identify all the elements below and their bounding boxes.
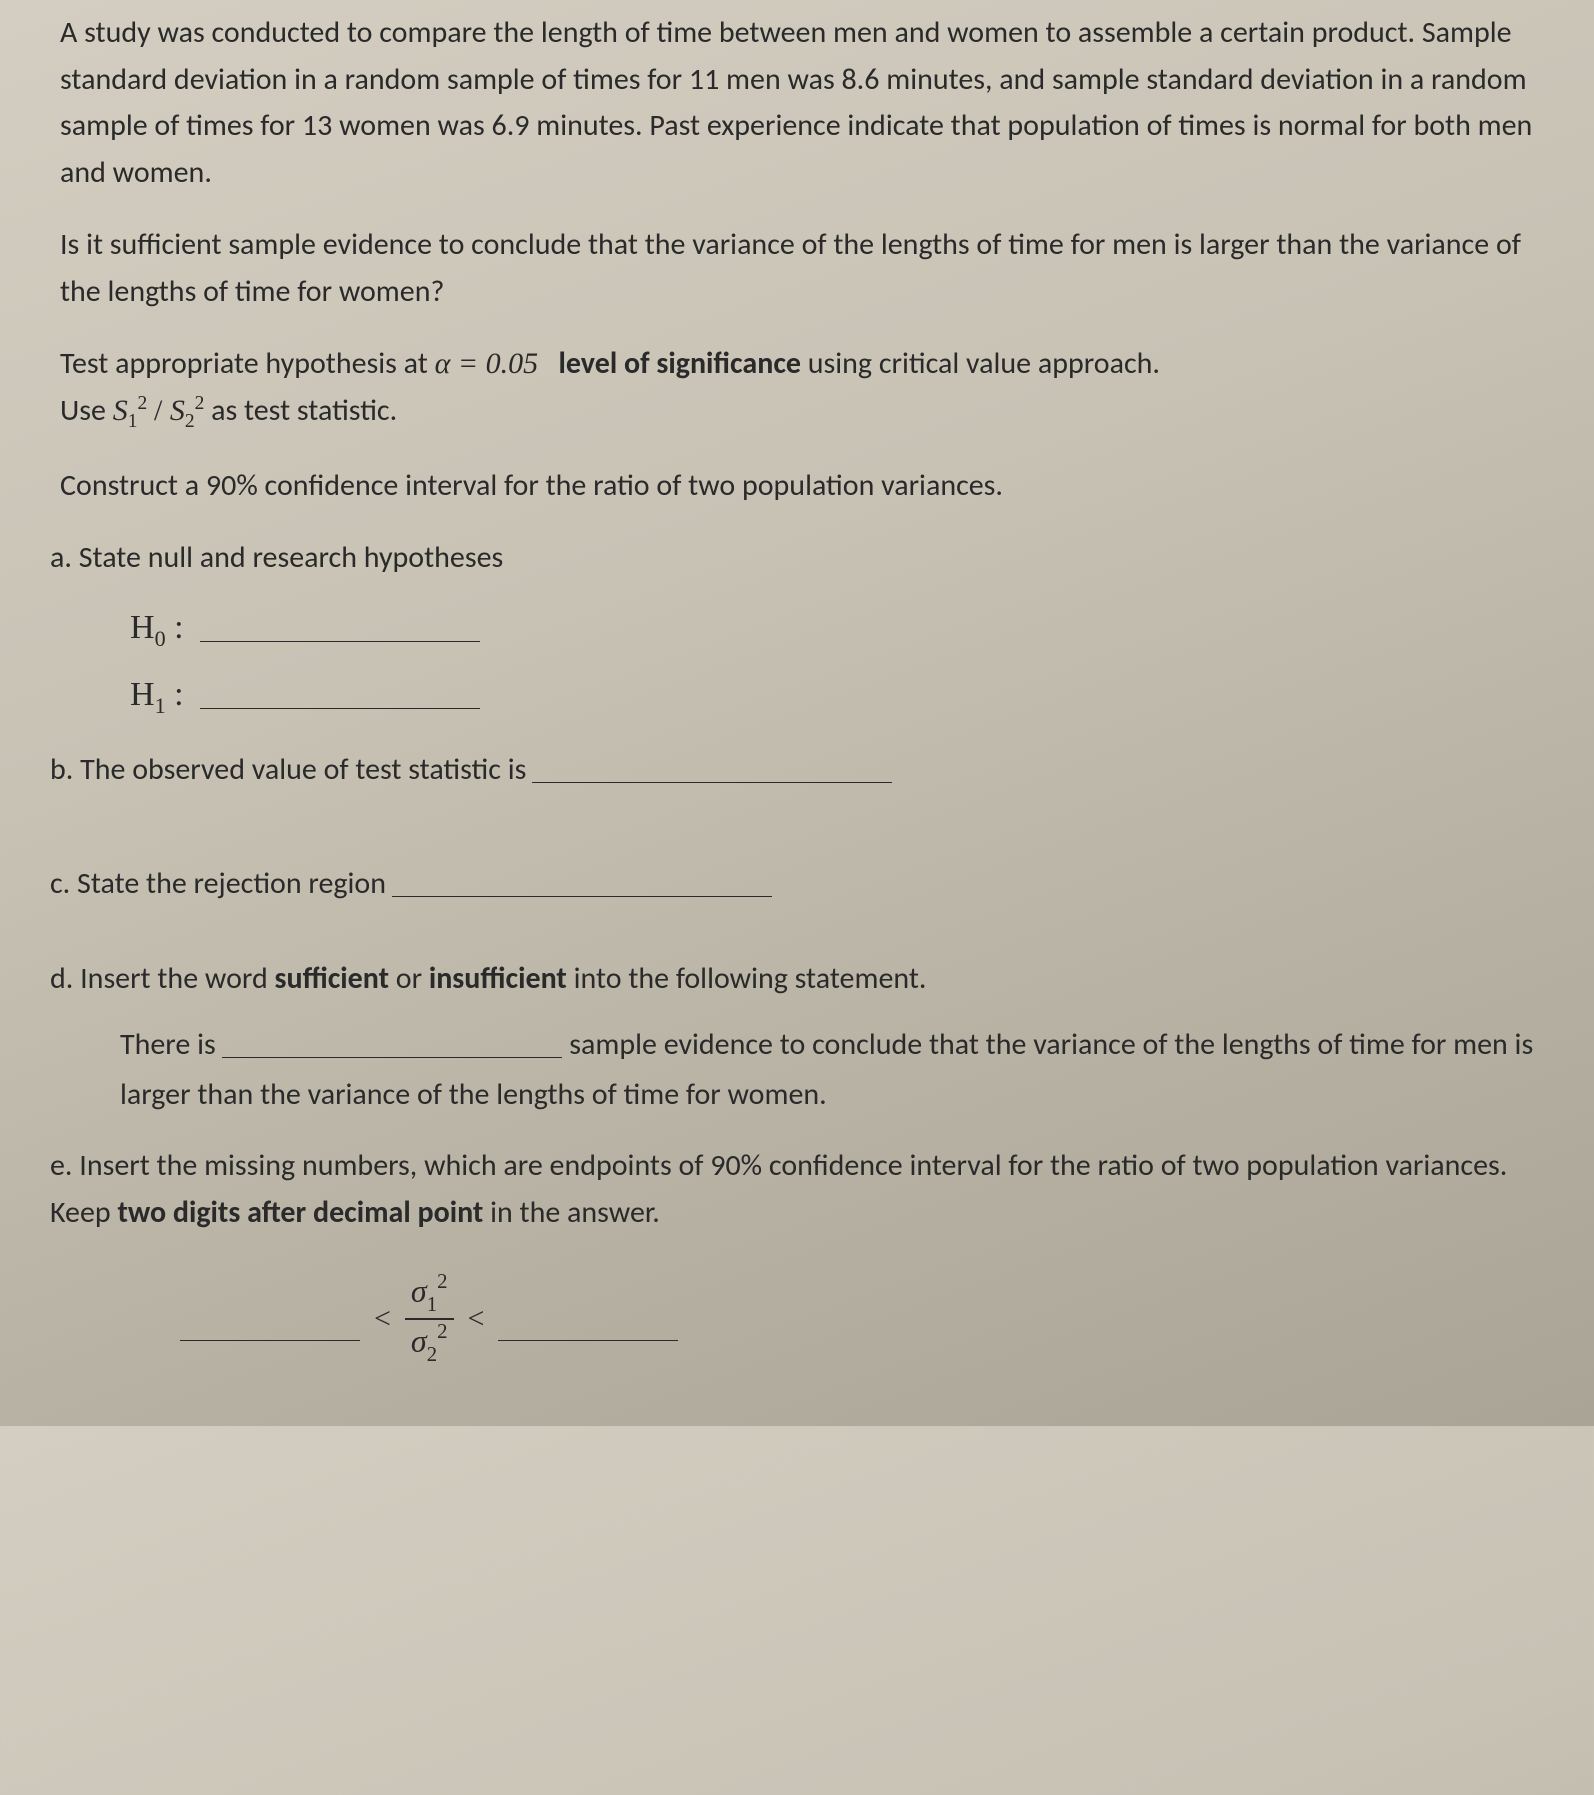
sigma-num: σ <box>411 1273 427 1309</box>
h1-row: H1 : <box>130 666 1544 722</box>
h1-blank[interactable] <box>200 670 480 708</box>
part-d-conclusion: There is sample evidence to conclude tha… <box>120 1020 1544 1119</box>
test-prefix: Test appropriate hypothesis at <box>60 345 435 382</box>
part-d-bold2: insufficient <box>429 960 567 997</box>
part-d-bold1: sufficient <box>275 960 389 997</box>
h0-symbol: H <box>130 609 155 646</box>
stat-s2-sub: 2 <box>185 411 195 432</box>
stat-s2-sup: 2 <box>195 393 205 414</box>
problem-question: Is it sufficient sample evidence to conc… <box>60 222 1544 315</box>
part-b: b. The observed value of test statistic … <box>50 745 1544 794</box>
test-suffix: using critical value approach. <box>808 345 1160 382</box>
variance-ratio-fraction: σ12 σ22 <box>405 1272 454 1366</box>
part-d-suffix: into the following statement. <box>574 960 927 997</box>
ci-instruction: Construct a 90% confidence interval for … <box>60 463 1544 510</box>
h1-colon: : <box>166 676 184 713</box>
sigma-den: σ <box>411 1323 427 1359</box>
part-a-label: a. State null and research hypotheses <box>50 535 1544 582</box>
sigma-den-sup: 2 <box>437 1320 447 1343</box>
stat-s1-sup: 2 <box>137 393 147 414</box>
part-e-bold: two digits after decimal point <box>117 1194 483 1231</box>
part-c-blank[interactable] <box>392 863 772 897</box>
use-prefix: Use <box>60 392 113 429</box>
h0-subscript: 0 <box>155 626 166 651</box>
part-e-label: e. Insert the missing numbers, which are… <box>50 1143 1544 1236</box>
stat-s1: S <box>113 394 128 427</box>
ci-upper-blank[interactable] <box>498 1305 678 1341</box>
h1-symbol: H <box>130 676 155 713</box>
part-e: e. Insert the missing numbers, which are… <box>50 1143 1544 1366</box>
part-c-label: c. State the rejection region <box>50 861 386 908</box>
conclusion-blank[interactable] <box>222 1024 562 1058</box>
part-d-mid: or <box>396 960 429 997</box>
stat-s2: S <box>170 394 185 427</box>
part-d-label: d. Insert the word sufficient or insuffi… <box>50 956 1544 1003</box>
sigma-num-sup: 2 <box>437 1270 447 1293</box>
h1-subscript: 1 <box>155 692 166 717</box>
sigma-num-sub: 1 <box>427 1293 437 1316</box>
stat-s1-sub: 1 <box>128 411 138 432</box>
stat-slash: / <box>154 394 170 427</box>
ci-expression: < σ12 σ22 < <box>180 1272 1544 1366</box>
level-of-significance: level of significance <box>558 345 801 382</box>
part-b-blank[interactable] <box>532 749 892 783</box>
spacer <box>50 811 1544 849</box>
lt-1: < <box>374 1296 391 1343</box>
use-suffix: as test statistic. <box>211 392 397 429</box>
h0-colon: : <box>166 609 184 646</box>
h0-blank[interactable] <box>200 604 480 642</box>
hypotheses-block: H0 : H1 : <box>130 600 1544 723</box>
part-b-label: b. The observed value of test statistic … <box>50 747 526 794</box>
spacer <box>50 926 1544 946</box>
test-instruction: Test appropriate hypothesis at α = 0.05 … <box>60 341 1544 437</box>
sigma-den-sub: 2 <box>427 1343 437 1366</box>
ci-lower-blank[interactable] <box>180 1305 360 1341</box>
conclusion-prefix: There is <box>120 1026 222 1063</box>
part-e-suffix: in the answer. <box>490 1194 660 1231</box>
worksheet-page: A study was conducted to compare the len… <box>0 0 1594 1426</box>
problem-intro: A study was conducted to compare the len… <box>60 10 1544 196</box>
lt-2: < <box>468 1296 485 1343</box>
part-c: c. State the rejection region <box>50 859 1544 908</box>
part-d-prefix: d. Insert the word <box>50 960 275 997</box>
alpha-expression: α = 0.05 <box>435 347 539 380</box>
h0-row: H0 : <box>130 600 1544 656</box>
